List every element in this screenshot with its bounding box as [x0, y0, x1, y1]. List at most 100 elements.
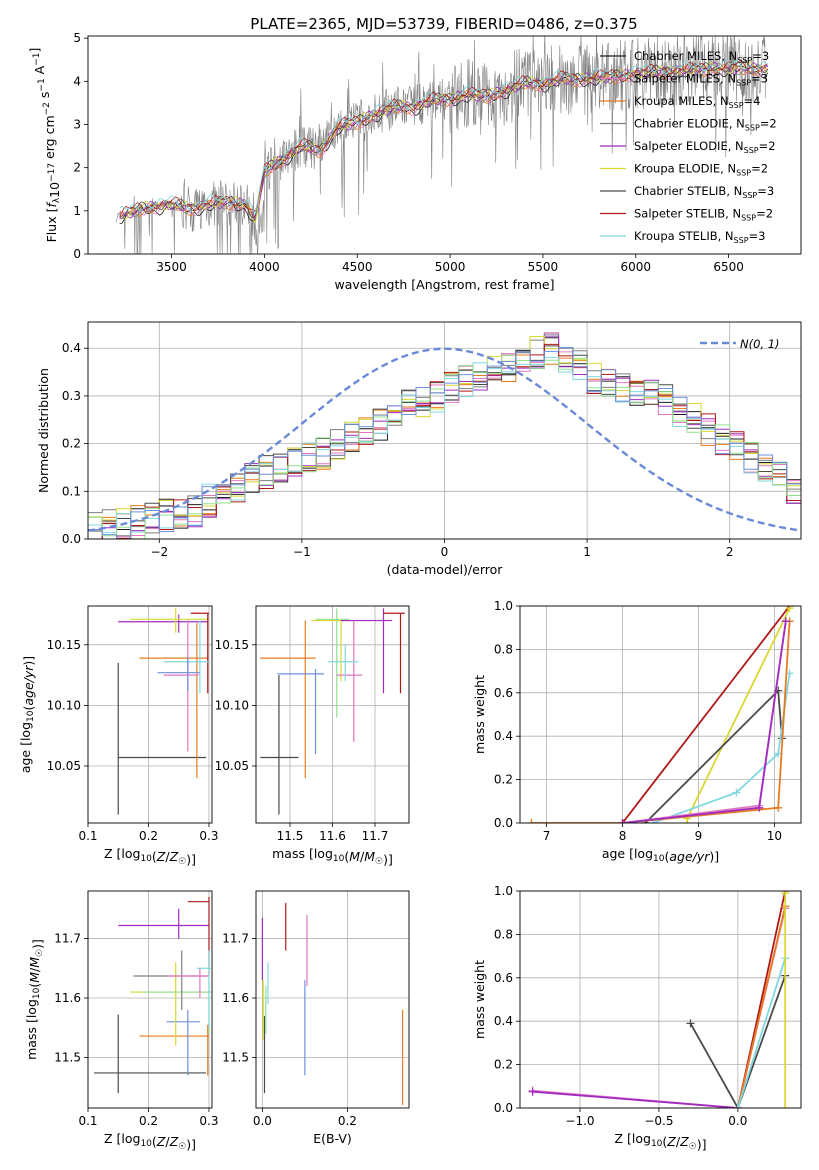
weight-line-chabrier-stelib	[689, 975, 787, 1108]
label-part: 10	[333, 854, 345, 864]
x-tick-label: 3500	[156, 260, 187, 274]
label-part: )]	[21, 656, 36, 666]
grid-mass-weight-vs-Z	[520, 890, 801, 1109]
label-part: 10	[140, 1139, 152, 1149]
legend-name: Salpeter STELIB, N	[634, 207, 741, 221]
legend-entry: Kroupa ELODIE, NSSP=2	[634, 162, 768, 178]
label-part: )]	[186, 1137, 196, 1152]
label-part: mass [log	[272, 846, 333, 861]
weight-line-salpeter-elodie	[622, 621, 787, 823]
label-part: 10	[651, 1139, 663, 1149]
label-part: Z [log	[104, 846, 140, 861]
y-tick-label: 11.5	[222, 1050, 249, 1064]
weight-marker	[781, 617, 790, 626]
legend-entry: Salpeter ELODIE, NSSP=2	[634, 139, 776, 155]
y-tick-label: 0.0	[494, 816, 513, 830]
y-tick-label: 4	[73, 74, 81, 88]
legend-entry: Kroupa MILES, NSSP=4	[634, 94, 760, 110]
legend-sub: SSP	[734, 236, 749, 245]
label-part: age/yr	[21, 665, 36, 706]
y-tick-label: 11.6	[222, 991, 249, 1005]
x-tick-label: 11.5	[277, 829, 304, 843]
x-tick-label: 9	[695, 829, 703, 843]
y-tick-label: 11.5	[54, 1050, 81, 1064]
label-part: M	[27, 972, 42, 983]
label-part: λ	[52, 197, 62, 203]
x-tick-label: 0.3	[199, 1114, 218, 1128]
x-tick-label: 10	[767, 829, 782, 843]
y-tick-label: 1.0	[494, 884, 513, 898]
x-tick-label: 0.1	[78, 829, 97, 843]
label-part: ]	[27, 48, 42, 53]
label-part: mass [log	[24, 999, 39, 1060]
label-part: M	[27, 957, 42, 968]
panel-mass-weight-vs-age: 7 8 9 10 0.0 0.2 0.4 0.6 0.8 1.0 mass weight age [l…	[472, 599, 802, 864]
x-tick-label: 0.2	[338, 1114, 357, 1128]
x-tick-label: −2	[150, 545, 168, 559]
histogram-extra_blue	[88, 347, 801, 539]
y-tick-label: 0.8	[494, 927, 513, 941]
x-tick-label: 8	[619, 829, 627, 843]
y-tick-label: 11.7	[54, 932, 81, 946]
label-part: 10	[140, 854, 152, 864]
y-tick-label: 0.6	[494, 971, 513, 985]
label-part: (	[152, 849, 157, 864]
legend-sub: SSP	[744, 146, 759, 155]
label-part: 10	[26, 710, 36, 722]
x-axis-label: E(B-V)	[313, 1131, 352, 1146]
y-tick-label: 0.2	[494, 773, 513, 787]
y-tick-label: 11.6	[54, 991, 81, 1005]
y-tick-label: 10.15	[215, 638, 249, 652]
weight-line-kroupa-stelib	[737, 958, 787, 1108]
legend-sub: SSP	[736, 79, 751, 88]
axes-frame	[87, 605, 213, 824]
plot-mass-weight-vs-age	[527, 606, 794, 823]
axes-frame	[519, 890, 802, 1109]
plot-mass-weight-vs-Z	[528, 891, 790, 1108]
label-part: /	[360, 849, 365, 864]
legend-value: =3	[752, 49, 769, 63]
y-tick-label: 10.10	[215, 698, 249, 712]
weight-marker	[686, 1019, 695, 1028]
legend-entry: Chabrier STELIB, NSSP=3	[634, 184, 774, 200]
label-part: −1	[37, 78, 47, 91]
axes-frame	[87, 890, 213, 1109]
label-part: A	[32, 65, 47, 78]
x-tick-label: −1	[293, 545, 311, 559]
legend-entry: Chabrier MILES, NSSP=3	[634, 49, 769, 65]
legend-sub: SSP	[742, 191, 757, 200]
y-tick-label: 0.1	[62, 484, 81, 498]
legend-name: Chabrier ELODIE, N	[634, 117, 745, 131]
label-part: (	[344, 849, 349, 864]
label-part: M	[364, 849, 375, 864]
label-part: −1	[32, 52, 42, 65]
legend-value: =4	[744, 94, 761, 108]
grid-mass-weight-vs-age	[520, 605, 801, 824]
label-part: ☉	[689, 1142, 697, 1152]
y-axis-label: age [log10(age/yr)]	[18, 656, 36, 773]
panel-spectrum: 3500 4000 4500 5000 5500 6000 6500 0 1 2 3 4 5 wavele…	[27, 31, 802, 292]
y-tick-label: 10.15	[47, 638, 81, 652]
y-tick-label: 1.0	[494, 599, 513, 613]
label-part: Z	[156, 849, 166, 864]
y-tick-label: 0.4	[494, 1014, 513, 1028]
legend-name: Kroupa STELIB, N	[634, 229, 734, 243]
weight-line-salpeter-stelib	[621, 606, 791, 823]
y-tick-label: 0.0	[494, 1101, 513, 1115]
x-axis-label: Z [log10(Z/Z☉)]	[614, 1131, 706, 1152]
label-part: /	[27, 967, 42, 972]
label-part: )]	[709, 849, 719, 864]
label-part: /	[165, 1134, 170, 1149]
weight-marker	[785, 606, 794, 613]
label-part: )]	[383, 852, 393, 867]
legend-name: Kroupa MILES, N	[634, 94, 729, 108]
label-part: age [log	[18, 722, 33, 773]
y-tick-label: 0.4	[494, 729, 513, 743]
label-part: (	[662, 1134, 667, 1149]
model-line-kroupa-miles	[119, 64, 769, 220]
y-tick-label: 10.10	[47, 698, 81, 712]
y-axis-label: Normed distribution	[36, 368, 51, 493]
legend-value: =2	[759, 139, 776, 153]
